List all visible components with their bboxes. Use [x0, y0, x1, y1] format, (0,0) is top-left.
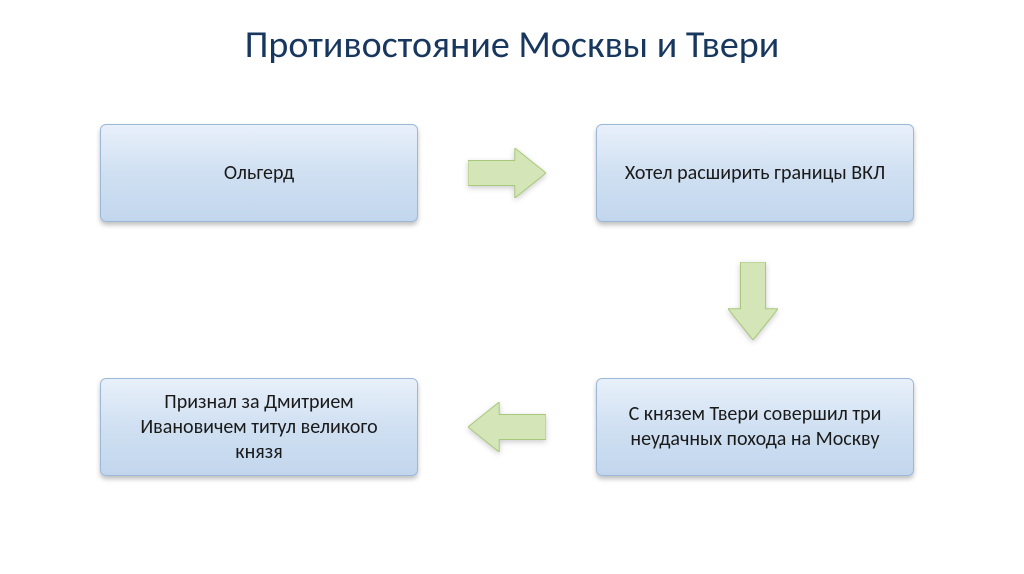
arrow-left-icon — [468, 402, 546, 452]
box-label: С князем Твери совершил три неудачных по… — [611, 402, 899, 452]
box-label: Хотел расширить границы ВКЛ — [625, 161, 885, 186]
box-label: Признал за Дмитрием Ивановичем титул вел… — [115, 390, 403, 465]
box-label: Ольгерд — [224, 161, 294, 186]
arrow-down-icon — [728, 262, 778, 340]
arrow-right-icon — [468, 148, 546, 198]
flowchart-box-expand-borders: Хотел расширить границы ВКЛ — [596, 124, 914, 222]
flowchart-box-three-campaigns: С князем Твери совершил три неудачных по… — [596, 378, 914, 476]
page-title: Противостояние Москвы и Твери — [0, 22, 1024, 68]
flowchart-box-recognized-title: Признал за Дмитрием Ивановичем титул вел… — [100, 378, 418, 476]
flowchart-box-olgerd: Ольгерд — [100, 124, 418, 222]
